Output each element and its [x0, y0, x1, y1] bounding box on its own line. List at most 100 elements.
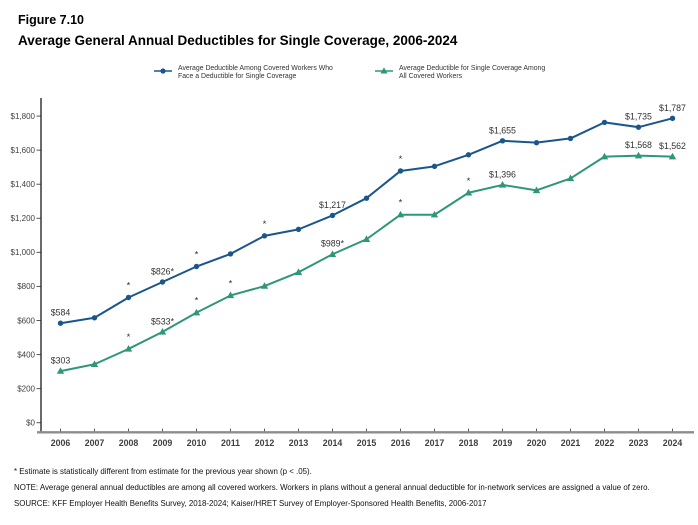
data-point-marker — [90, 360, 99, 367]
data-point-label: $1,655 — [489, 125, 516, 135]
data-point-marker — [362, 235, 371, 242]
data-point-label: $1,562 — [659, 141, 686, 151]
data-point-marker — [159, 279, 166, 285]
data-point-marker — [669, 115, 676, 122]
data-point-label: $989* — [321, 239, 345, 249]
data-point-marker — [124, 345, 133, 352]
data-point-label: $1,568 — [625, 140, 652, 150]
legend-label-line1: Average Deductible for Single Coverage A… — [399, 65, 546, 72]
data-point-marker — [430, 210, 439, 218]
data-point-marker — [532, 186, 541, 194]
data-point-marker — [431, 163, 438, 170]
data-point-marker — [295, 226, 302, 233]
data-point-label: $1,217 — [319, 200, 346, 210]
data-point-marker — [192, 308, 201, 316]
y-tick-label: $1,600 — [11, 146, 36, 155]
significance-asterisk: * — [195, 296, 199, 307]
data-point-label: $826* — [151, 267, 175, 277]
data-point-marker — [56, 367, 65, 374]
significance-asterisk: * — [195, 250, 199, 261]
footnotes: * Estimate is statistically different fr… — [14, 467, 692, 515]
data-point-marker — [533, 139, 540, 146]
y-tick-label: $600 — [17, 316, 35, 325]
page-title: Average General Annual Deductibles for S… — [18, 33, 458, 48]
x-year-label: 2015 — [357, 438, 377, 448]
data-point-label: $533* — [151, 316, 175, 326]
legend-label-line2: All Covered Workers — [399, 72, 463, 80]
x-year-label: 2021 — [561, 438, 581, 448]
x-year-label: 2019 — [493, 438, 513, 448]
x-year-label: 2020 — [527, 438, 547, 448]
x-year-label: 2006 — [51, 438, 71, 448]
data-point-marker — [498, 181, 507, 188]
y-tick-label: $1,000 — [11, 248, 36, 257]
legend-label: Average Deductible for Single Coverage A… — [399, 65, 545, 81]
x-year-label: 2009 — [153, 438, 173, 448]
series-line-0 — [59, 117, 674, 325]
data-point-label: $1,787 — [659, 103, 686, 113]
significance-asterisk: * — [263, 219, 267, 230]
legend-line-triangle-icon — [375, 67, 393, 74]
significance-asterisk: * — [467, 176, 471, 187]
data-point-marker — [261, 233, 268, 239]
series-line-1 — [59, 154, 674, 373]
data-point-marker — [397, 168, 404, 174]
data-point-label: $303 — [51, 356, 71, 366]
data-point-marker — [566, 174, 575, 182]
significance-asterisk: * — [127, 332, 131, 343]
x-year-label: 2024 — [663, 438, 683, 448]
legend-entry-all-covered-workers: Average Deductible for Single Coverage A… — [375, 65, 545, 81]
legend-line-circle-icon — [154, 68, 172, 74]
y-tick-label: $1,800 — [11, 112, 36, 121]
y-tick-label: $400 — [17, 350, 35, 359]
y-tick-label: $800 — [17, 282, 35, 291]
data-point-marker — [668, 152, 677, 160]
significance-asterisk: * — [399, 198, 403, 209]
x-year-label: 2017 — [425, 438, 445, 448]
data-point-marker — [600, 152, 609, 160]
legend-entry-workers-facing-deductible: Average Deductible Among Covered Workers… — [154, 65, 333, 81]
significance-asterisk: * — [127, 281, 131, 292]
data-point-marker — [635, 124, 642, 130]
data-point-marker — [260, 282, 269, 289]
x-year-label: 2011 — [221, 438, 240, 448]
data-point-marker — [226, 291, 235, 299]
data-point-label: $1,396 — [489, 169, 516, 179]
data-point-marker — [227, 251, 234, 257]
data-point-marker — [193, 263, 200, 270]
circle-marker-icon — [160, 68, 166, 74]
data-point-marker — [499, 138, 506, 144]
data-point-marker — [91, 315, 98, 321]
x-year-label: 2010 — [187, 438, 207, 448]
significance-footnote: * Estimate is statistically different fr… — [14, 467, 312, 476]
data-point-marker — [396, 210, 405, 218]
x-year-label: 2008 — [119, 438, 139, 448]
x-year-label: 2023 — [629, 438, 649, 448]
triangle-marker-icon — [380, 67, 388, 74]
data-point-marker — [328, 250, 337, 257]
data-point-marker — [567, 135, 574, 142]
x-year-label: 2014 — [323, 438, 343, 448]
x-year-label: 2018 — [459, 438, 479, 448]
note-footnote: NOTE: Average general annual deductibles… — [14, 483, 650, 493]
data-point-marker — [363, 195, 370, 201]
legend-label-line1: Average Deductible Among Covered Workers… — [178, 65, 333, 72]
data-point-marker — [57, 320, 64, 326]
x-year-label: 2012 — [255, 438, 275, 448]
data-point-marker — [329, 212, 336, 219]
data-point-marker — [158, 328, 167, 335]
legend-label: Average Deductible Among Covered Workers… — [178, 65, 333, 81]
legend-label-line2: Face a Deductible for Single Coverage — [178, 72, 297, 80]
data-point-marker — [464, 188, 473, 196]
significance-asterisk: * — [229, 278, 233, 289]
data-point-marker — [294, 268, 303, 275]
x-year-label: 2016 — [391, 438, 411, 448]
source-footnote: SOURCE: KFF Employer Health Benefits Sur… — [14, 499, 487, 509]
x-year-label: 2022 — [595, 438, 615, 448]
x-year-label: 2007 — [85, 438, 105, 448]
x-year-label: 2013 — [289, 438, 309, 448]
data-point-marker — [125, 294, 132, 301]
data-point-label: $1,735 — [625, 112, 652, 122]
figure-number: Figure 7.10 — [18, 13, 84, 27]
